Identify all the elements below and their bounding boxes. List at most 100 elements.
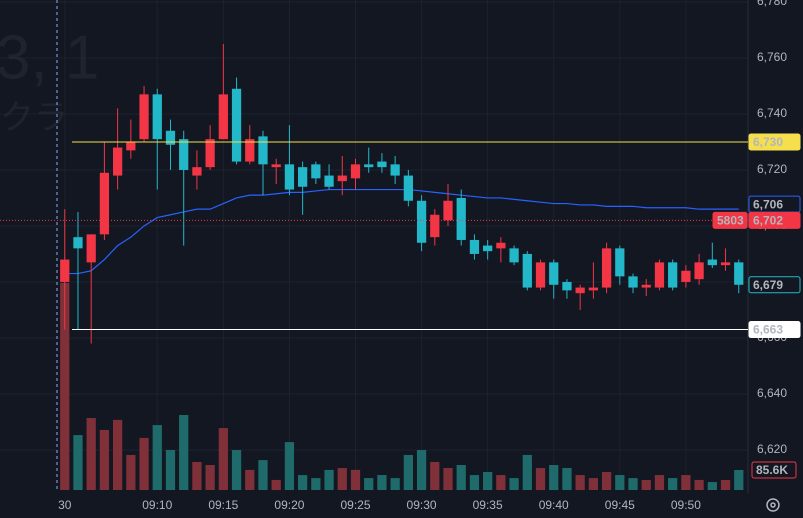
volume-bar bbox=[112, 419, 123, 490]
candle-body bbox=[377, 161, 387, 168]
volume-bar bbox=[390, 478, 400, 490]
level-tag: 6,663 bbox=[753, 323, 783, 337]
close-tag: 6,679 bbox=[753, 278, 783, 292]
x-tick-label: 09:35 bbox=[473, 498, 503, 512]
x-tick-label: 09:25 bbox=[340, 498, 370, 512]
candle-body bbox=[258, 136, 268, 165]
volume-bar bbox=[535, 468, 546, 490]
candle-body bbox=[231, 88, 242, 162]
watermark: 3, 1 bbox=[0, 23, 99, 92]
current-tag-bg bbox=[748, 211, 801, 229]
volume-bar bbox=[364, 478, 374, 490]
volume-bar bbox=[654, 475, 665, 490]
candle-body bbox=[179, 139, 189, 170]
volume-bar bbox=[258, 460, 268, 490]
volume-bar bbox=[86, 418, 96, 490]
settings-icon[interactable] bbox=[766, 498, 780, 512]
candle-body bbox=[641, 284, 651, 288]
candle-body bbox=[575, 287, 585, 294]
level-tag: 6,730 bbox=[753, 135, 783, 149]
level-tag-bg bbox=[748, 321, 801, 339]
ma-line bbox=[64, 188, 739, 275]
volume-bar bbox=[152, 425, 162, 490]
candle-body bbox=[364, 164, 374, 168]
candle-body bbox=[720, 262, 731, 266]
candle-body bbox=[707, 259, 717, 266]
y-tick-label: 6,780 bbox=[757, 0, 787, 8]
volume-bar bbox=[615, 475, 625, 490]
volume-bar bbox=[416, 450, 427, 490]
volume-bar bbox=[179, 414, 189, 490]
candle-body bbox=[192, 167, 202, 176]
volume-bar bbox=[641, 479, 651, 490]
candle-body bbox=[126, 141, 136, 151]
candle-body bbox=[562, 281, 572, 291]
volume-bar bbox=[350, 469, 361, 490]
x-tick-label: 09:10 bbox=[142, 498, 172, 512]
candle-body bbox=[430, 214, 440, 238]
candle-body bbox=[734, 262, 744, 285]
candle-body bbox=[509, 248, 519, 263]
x-tick-label: 30 bbox=[58, 498, 72, 512]
candle-body bbox=[681, 270, 691, 282]
volume-tag: 85.6K bbox=[756, 463, 788, 477]
volume-bar bbox=[694, 479, 704, 490]
candle-body bbox=[549, 262, 559, 285]
candle-body bbox=[245, 139, 255, 162]
countdown-tag: 5803 bbox=[717, 214, 744, 228]
volume-bar bbox=[99, 429, 110, 490]
candle-body bbox=[73, 237, 83, 249]
volume-bar bbox=[60, 282, 70, 490]
candle-body bbox=[654, 262, 665, 288]
volume-bar bbox=[549, 464, 559, 490]
candle-body bbox=[469, 239, 480, 254]
volume-bar bbox=[575, 475, 585, 490]
x-tick-label: 09:40 bbox=[539, 498, 569, 512]
candle-body bbox=[443, 200, 453, 221]
candle-body bbox=[60, 259, 70, 282]
volume-bar bbox=[601, 472, 612, 490]
candle-body bbox=[535, 262, 546, 288]
watermark-sub: クラ bbox=[0, 99, 68, 137]
current-tag: 6,702 bbox=[753, 214, 783, 228]
candle-body bbox=[403, 175, 413, 201]
candle-body bbox=[337, 175, 347, 182]
volume-bar bbox=[377, 475, 387, 490]
candle-body bbox=[628, 276, 638, 288]
volume-bar bbox=[509, 478, 519, 490]
close-tag-bg bbox=[748, 276, 801, 294]
candle-body bbox=[668, 262, 678, 288]
countdown-tag-bg bbox=[712, 211, 748, 229]
volume-bar bbox=[324, 469, 334, 490]
candle-body bbox=[416, 200, 427, 243]
volume-bar bbox=[496, 475, 506, 490]
x-tick-label: 09:20 bbox=[274, 498, 304, 512]
candle-body bbox=[615, 248, 625, 277]
y-tick-label: 6,740 bbox=[757, 106, 787, 120]
volume-bar bbox=[681, 475, 691, 490]
candle-body bbox=[139, 94, 149, 140]
settings-hub bbox=[770, 502, 776, 508]
candle-body bbox=[390, 164, 400, 176]
candle-body bbox=[483, 245, 493, 252]
candle-body bbox=[694, 262, 704, 280]
volume-bar bbox=[231, 450, 242, 490]
volume-bar bbox=[720, 479, 731, 490]
candle-body bbox=[99, 172, 110, 235]
volume-bar bbox=[73, 435, 83, 490]
volume-bar bbox=[734, 469, 744, 490]
candle-body bbox=[152, 94, 162, 140]
x-tick-label: 09:30 bbox=[407, 498, 437, 512]
volume-bar bbox=[588, 478, 599, 490]
x-tick-label: 09:45 bbox=[605, 498, 635, 512]
candle-body bbox=[324, 175, 334, 187]
volume-bar bbox=[126, 454, 136, 490]
candle-body bbox=[165, 130, 176, 145]
candle-body bbox=[588, 287, 599, 291]
volume-bar bbox=[443, 468, 453, 490]
level-tag-bg bbox=[748, 133, 801, 151]
y-tick-label: 6,620 bbox=[757, 442, 787, 456]
candle-body bbox=[350, 164, 361, 179]
candle-body bbox=[496, 242, 506, 249]
